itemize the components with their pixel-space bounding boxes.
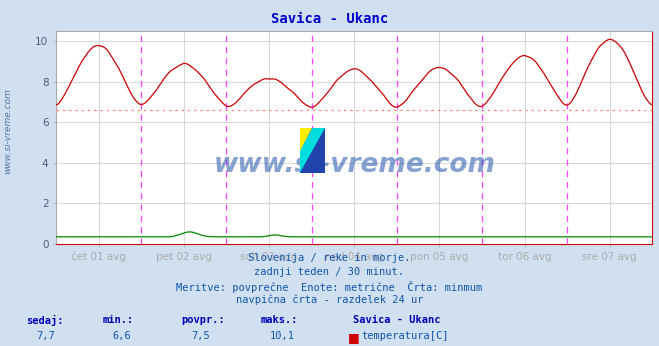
Text: zadnji teden / 30 minut.: zadnji teden / 30 minut. [254,267,405,277]
Text: min.:: min.: [102,315,133,325]
Text: povpr.:: povpr.: [181,315,225,325]
Text: 10,1: 10,1 [270,331,295,342]
Text: Meritve: povprečne  Enote: metrične  Črta: minmum: Meritve: povprečne Enote: metrične Črta:… [177,281,482,293]
Text: www.si-vreme.com: www.si-vreme.com [214,152,495,178]
Text: temperatura[C]: temperatura[C] [361,331,449,342]
Text: maks.:: maks.: [260,315,298,325]
Text: 7,5: 7,5 [191,331,210,342]
Text: www.si-vreme.com: www.si-vreme.com [3,89,13,174]
Text: ■: ■ [348,331,360,345]
Text: 6,6: 6,6 [112,331,130,342]
Polygon shape [300,128,312,151]
Text: Slovenija / reke in morje.: Slovenija / reke in morje. [248,253,411,263]
Text: Savica - Ukanc: Savica - Ukanc [353,315,440,325]
Text: sedaj:: sedaj: [26,315,64,326]
Text: Savica - Ukanc: Savica - Ukanc [271,12,388,26]
FancyBboxPatch shape [300,128,325,173]
Text: navpična črta - razdelek 24 ur: navpična črta - razdelek 24 ur [236,295,423,305]
Polygon shape [300,128,325,173]
Text: 7,7: 7,7 [36,331,55,342]
